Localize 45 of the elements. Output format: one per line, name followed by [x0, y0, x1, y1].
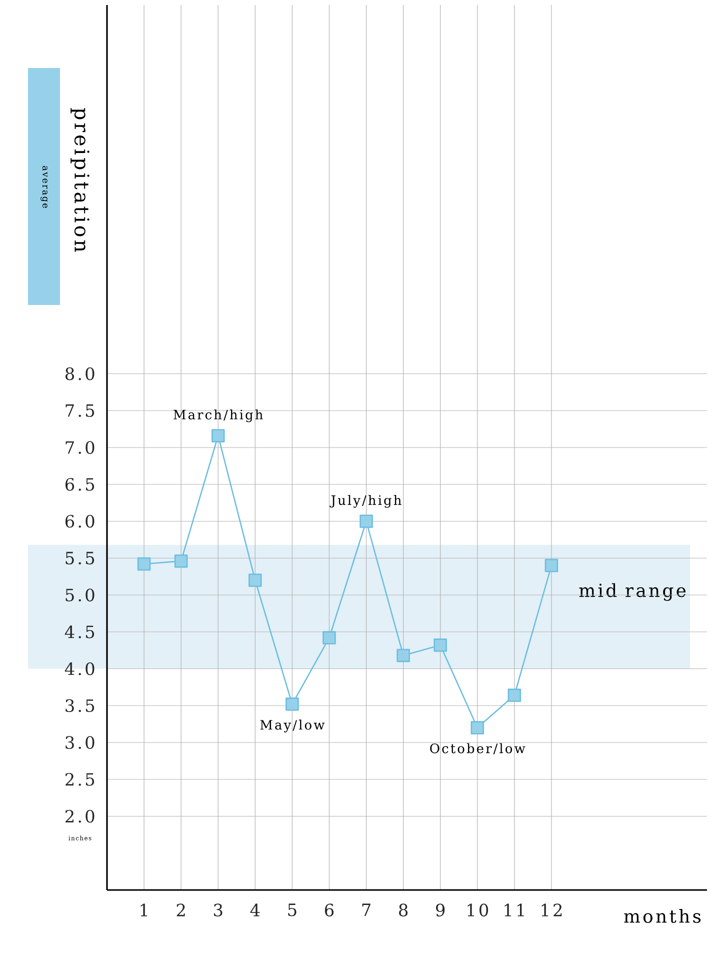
point [434, 638, 447, 652]
x-tick-label: 7 [362, 904, 370, 916]
point [174, 554, 188, 568]
x-tick-label: 12 [542, 904, 562, 916]
y-tick-label: 2.5 [66, 772, 94, 786]
text: average [40, 166, 48, 208]
x-tick-label: 1 [140, 904, 148, 916]
point [360, 514, 373, 528]
x-tick-label: 2 [176, 904, 185, 916]
annotation: October/low [430, 743, 526, 754]
y-tick-label: 4.5 [64, 625, 94, 638]
y-tick-label: 3.0 [66, 736, 94, 749]
y-axis-title: preipitation [70, 108, 90, 252]
point [286, 698, 299, 711]
point [508, 688, 522, 702]
y-tick-label: 6.0 [65, 514, 94, 528]
x-tick-label: 3 [214, 904, 222, 916]
y-tick-label: 8.0 [65, 367, 94, 380]
point [322, 631, 336, 644]
y-tick-label: 3.5 [66, 699, 94, 712]
point [396, 648, 410, 662]
x-tick-label: 6 [324, 904, 334, 916]
point [470, 721, 484, 734]
point [248, 574, 262, 587]
y-tick-label: 2.0 [66, 810, 94, 823]
x-tick-label: 10 [468, 904, 488, 916]
point [211, 429, 225, 442]
annotation: July/high [330, 495, 402, 508]
y-tick-label: 6.5 [65, 478, 94, 491]
y-tick-label: 5.5 [66, 552, 94, 564]
annotation: March/high [174, 409, 263, 422]
band-label: mid range [579, 583, 686, 601]
x-tick-label: 4 [250, 904, 260, 916]
annotation: May/low [260, 720, 325, 732]
x-tick-label: 9 [436, 904, 445, 916]
x-tick-label: 11 [504, 904, 524, 916]
x-tick-label: 5 [288, 904, 296, 916]
y-tick-label: 7.5 [66, 404, 94, 417]
y-tick-label: 7.0 [66, 441, 94, 454]
point [137, 557, 151, 571]
point [544, 558, 558, 572]
x-axis-title: months [624, 909, 701, 923]
y-tick-label: 4.0 [64, 662, 94, 676]
y-tick-label: 5.0 [66, 588, 94, 602]
x-tick-label: 8 [399, 904, 408, 916]
